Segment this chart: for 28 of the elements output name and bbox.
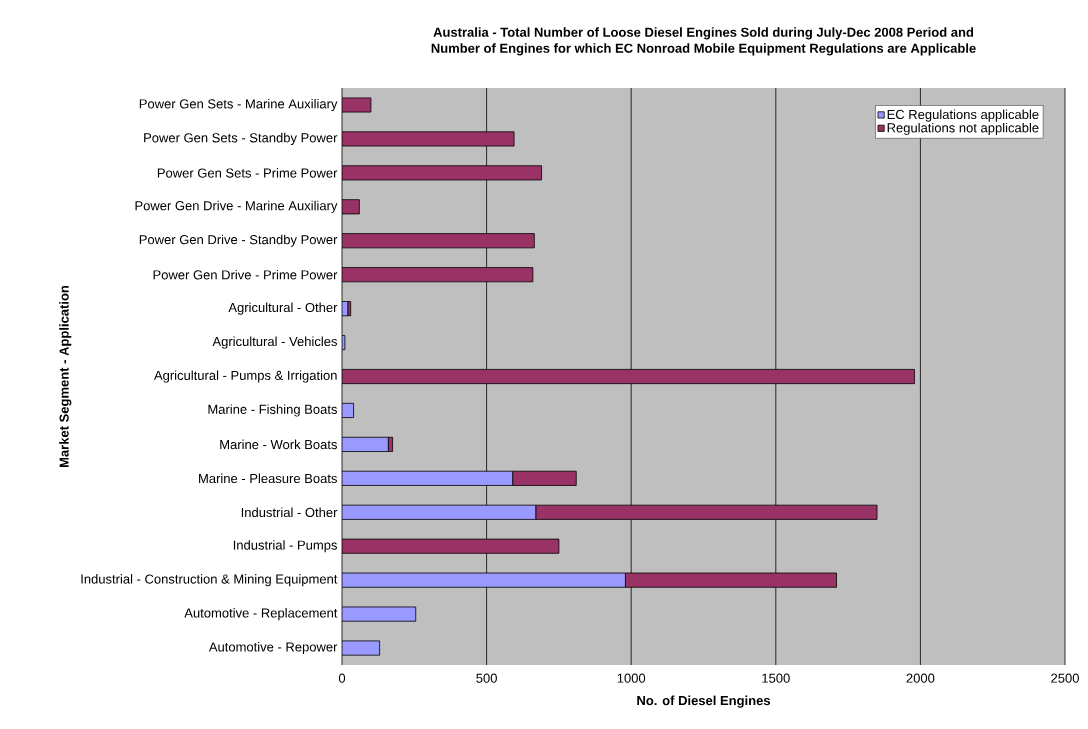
legend-label: EC Regulations applicable [887,109,1039,122]
y-tick-label: Power Gen Sets - Marine Auxiliary [139,98,338,112]
y-tick-label: Power Gen Sets - Prime Power [157,168,338,178]
y-tick-label: Industrial - Other [241,507,338,518]
y-tick-label: Marine - Work Boats [220,439,337,450]
x-tick-label: 1500 [762,673,790,683]
y-tick-label: Power Gen Sets - Standby Power [144,132,338,145]
x-tick-label: 500 [476,673,497,683]
y-tick-label: Industrial - Pumps [233,540,337,553]
x-tick-label: 2000 [906,673,935,683]
y-tick-label: Power Gen Drive - Marine Auxiliary [135,200,338,213]
x-tick-label: 2500 [1051,673,1079,683]
y-tick-label: Agricultural - Other [228,302,338,315]
x-tick-label: 0 [338,673,346,683]
chart-title: Australia - Total Number of Loose Diesel Engines Sold during July-Dec 2008 Period and Number of Engines for which EC Nonroad Mobile Equipment Regulations are Applicable [431,27,976,56]
y-axis-title: Market Segment - Application [59,285,72,468]
y-tick-label: Power Gen Drive - Standby Power [139,234,338,247]
x-axis-title: No. of Diesel Engines [637,695,771,708]
y-tick-label: Automotive - Repower [208,641,338,655]
y-tick-label: Marine - Pleasure Boats [199,473,337,484]
legend-label: Regulations not applicable [887,122,1039,135]
y-tick-label: Agricultural - Vehicles [212,336,337,349]
y-tick-label: Power Gen Drive - Prime Power [153,269,338,280]
x-tick-label: 1000 [617,673,646,683]
y-tick-label: Agricultural - Pumps & Irrigation [153,370,337,383]
y-tick-label: Marine - Fishing Boats [208,404,337,417]
y-tick-label: Industrial - Construction & Mining Equipment [81,574,338,587]
y-tick-label: Automotive - Replacement [184,608,338,621]
